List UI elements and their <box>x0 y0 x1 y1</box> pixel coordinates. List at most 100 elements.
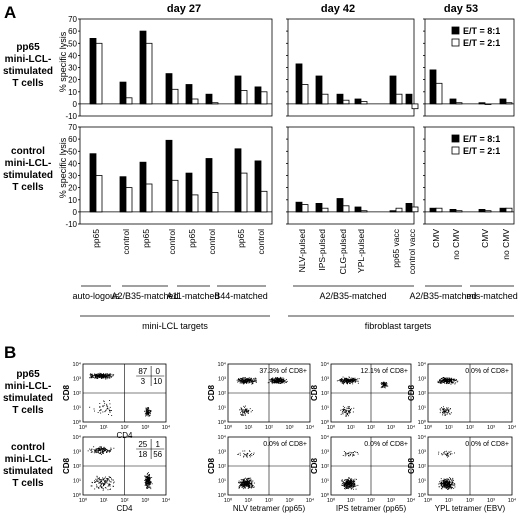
flow-dot <box>442 380 444 382</box>
flow-dot <box>349 383 350 384</box>
flow-dot <box>441 485 443 487</box>
flow-dot <box>108 480 110 482</box>
flow-dot <box>348 484 350 486</box>
flow-dot <box>245 377 246 379</box>
flow-dot <box>106 482 108 484</box>
flow-dot <box>107 478 109 480</box>
flow-dot <box>247 378 249 380</box>
flow-dot <box>340 379 342 381</box>
flow-dot <box>252 380 254 382</box>
day-title-53: day 53 <box>444 3 478 15</box>
flow-dot <box>111 415 113 416</box>
flow-dot <box>97 487 99 488</box>
flow-dot <box>100 450 101 451</box>
flow-dot <box>100 479 102 480</box>
flow-dot <box>95 377 97 378</box>
flow-dot <box>242 380 244 381</box>
flow-dot <box>446 409 447 411</box>
flow-dot <box>243 485 245 487</box>
flow-dot <box>346 486 348 488</box>
flow-dot <box>151 483 153 485</box>
flow-row-label-control: control mini-LCL- stimulated T cells <box>3 442 53 489</box>
flow-percent-label: 0.0% of CD8+ <box>263 441 307 448</box>
flow-dot <box>104 487 106 488</box>
flow-dot <box>109 375 111 377</box>
flow-dot <box>94 374 96 376</box>
flow-dot <box>149 480 150 482</box>
flow-dot <box>148 481 150 483</box>
flow-dot <box>243 456 244 458</box>
flow-dot <box>150 411 151 412</box>
flow-dot <box>442 411 444 413</box>
flow-dot <box>347 406 349 408</box>
flow-dot <box>354 484 356 486</box>
flow-dot <box>346 486 348 488</box>
group-label-a2b35-d53: A2/B35-matched <box>409 291 476 301</box>
bar-et81-r1-p2-c3 <box>499 207 507 213</box>
flow-dot <box>353 407 355 409</box>
flow-dot <box>148 483 149 485</box>
flow-dot <box>254 377 256 379</box>
flow-dot <box>445 454 447 456</box>
flow-dot <box>107 478 109 480</box>
flow-dot <box>100 452 101 454</box>
flow-dot <box>90 374 92 375</box>
flow-dot <box>241 484 242 486</box>
flow-dot <box>343 409 345 411</box>
flow-x-axis-label: NLV tetramer (pp65) <box>233 504 306 513</box>
flow-y-axis-label: CD8 <box>62 384 71 401</box>
flow-dot <box>447 480 449 482</box>
flow-dot <box>108 450 110 452</box>
flow-x-tick-label: 10⁴ <box>508 497 517 504</box>
flow-dot <box>385 384 387 386</box>
flow-dot <box>98 447 100 449</box>
flow-dot <box>346 485 348 487</box>
flow-dot <box>148 414 150 415</box>
flow-row-label-control-line3: stimulated <box>3 466 53 477</box>
flow-dot <box>452 477 454 479</box>
flow-dot <box>438 453 439 455</box>
flow-dot <box>149 484 151 486</box>
flow-dot <box>109 449 111 451</box>
flow-dot <box>238 453 239 455</box>
flow-dot <box>344 483 345 484</box>
flow-dot <box>104 375 106 376</box>
flow-dot <box>448 488 450 490</box>
flow-dot <box>347 479 349 480</box>
flow-dot <box>446 383 448 385</box>
flow-dot <box>352 485 353 487</box>
flow-dot <box>347 414 348 415</box>
y-tick-label-row0: 0 <box>73 100 78 109</box>
flow-dot <box>148 415 150 417</box>
flow-dot <box>345 482 347 484</box>
flow-y-axis-label: CD8 <box>310 457 319 474</box>
flow-dot <box>90 373 91 375</box>
flow-dot <box>344 378 346 380</box>
flow-dot <box>345 409 347 411</box>
flow-dot <box>146 476 148 478</box>
flow-dot <box>447 380 448 382</box>
flow-dot <box>149 477 151 479</box>
bar-et21-r0-p2-c1 <box>455 102 463 105</box>
flow-dot <box>285 381 287 383</box>
flow-dot <box>350 378 351 380</box>
flow-dot <box>385 382 387 384</box>
flow-dot <box>345 377 347 379</box>
flow-dot <box>102 376 104 377</box>
flow-dot <box>343 484 345 485</box>
flow-dot <box>236 379 238 381</box>
flow-dot <box>241 479 243 481</box>
flow-x-tick-label: 10¹ <box>245 425 253 431</box>
flow-x-tick-label: 10³ <box>141 498 149 504</box>
flow-dot <box>105 451 107 452</box>
flow-dot <box>349 477 350 479</box>
flow-dot <box>269 379 271 381</box>
flow-dot <box>244 412 245 413</box>
flow-dot <box>245 477 246 479</box>
flow-dot <box>439 481 441 483</box>
y-tick-label-row1: 40 <box>68 159 77 168</box>
flow-dot <box>148 487 150 489</box>
flow-dot <box>103 484 105 486</box>
flow-dot <box>342 484 344 486</box>
bar-et21-r0-p1-c0 <box>301 84 309 105</box>
